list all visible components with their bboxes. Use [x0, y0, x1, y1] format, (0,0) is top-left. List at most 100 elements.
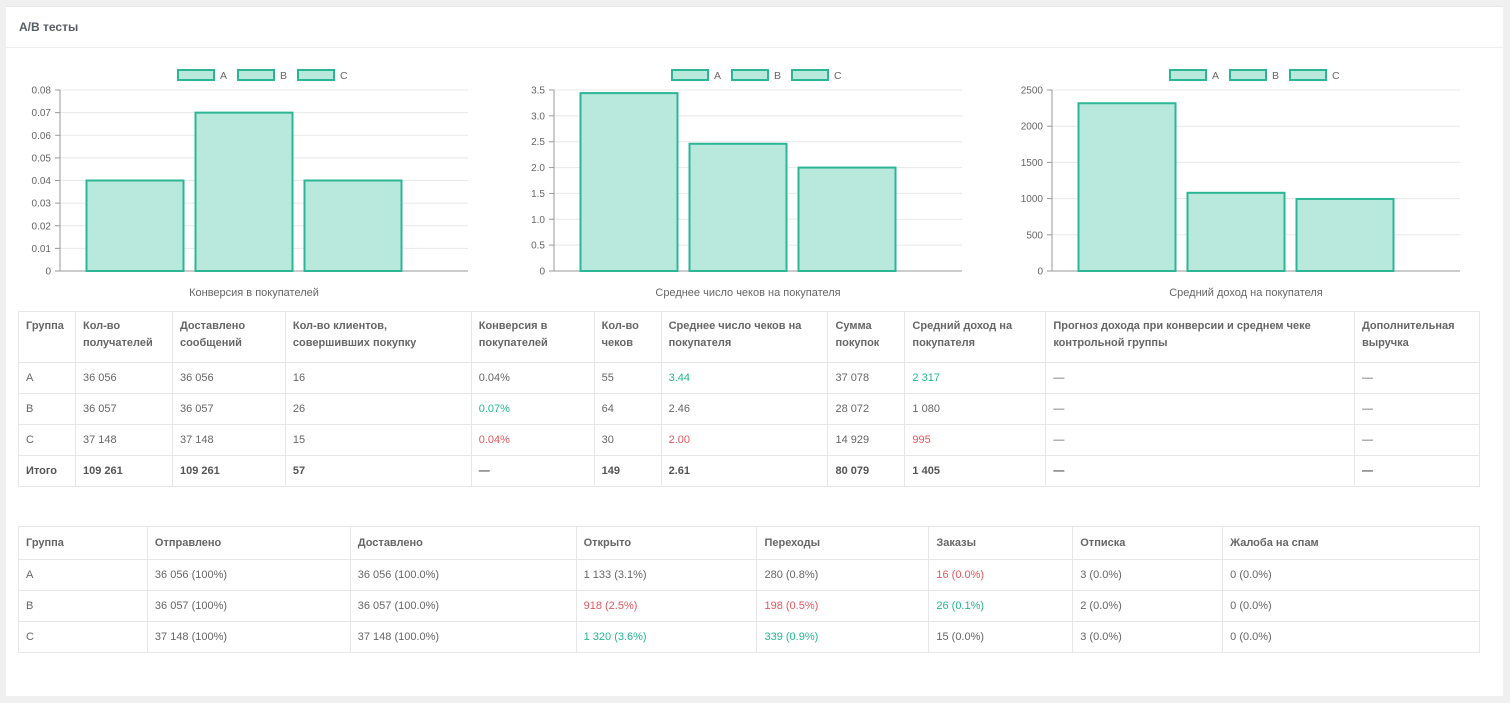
- mailing-cell: 16 (0.0%): [928, 559, 1074, 591]
- panel-title: A/B тесты: [6, 7, 1503, 48]
- mailing-cell: 26 (0.1%): [928, 590, 1074, 622]
- x-axis-label: Конверсия в покупателей: [189, 287, 319, 299]
- legend-label-a: A: [220, 70, 227, 82]
- mailing-cell: 198 (0.5%): [756, 590, 930, 622]
- conversion-cell: A: [18, 362, 76, 394]
- bar-b: [1186, 191, 1286, 272]
- y-tick-label: 0.05: [32, 153, 52, 164]
- legend-swatch-b: [1229, 69, 1267, 81]
- y-tick-label: 2.0: [531, 163, 545, 174]
- mailing-header-cell: Жалоба на спам: [1222, 526, 1480, 560]
- table-row: B 36 057 (100%) 36 057 (100.0%) 918 (2.5%) 1…: [18, 590, 1480, 622]
- conversion-cell: 36 057: [74, 393, 173, 425]
- y-tick-label: 0.01: [32, 244, 52, 255]
- chart-legend: A B C: [671, 69, 842, 82]
- mailing-header-cell: Доставлено: [349, 526, 577, 560]
- legend-swatch-c: [1289, 69, 1327, 81]
- conversion-total-cell: 80 079: [827, 455, 906, 487]
- conversion-cell: 37 078: [827, 362, 906, 394]
- legend-label-c: C: [834, 70, 842, 82]
- conversion-cell: 14 929: [827, 424, 906, 456]
- conversion-cell: 15: [284, 424, 472, 456]
- legend-label-c: C: [1332, 70, 1340, 82]
- mailing-cell: B: [18, 590, 148, 622]
- legend-swatch-b: [237, 69, 275, 81]
- y-tick-label: 1.0: [531, 215, 545, 226]
- conversion-total-cell: 149: [593, 455, 662, 487]
- legend-label-c: C: [340, 70, 348, 82]
- chart-avg-revenue: A B C 0 500 1000 1500 2000 2500 Средний доход на …: [1010, 62, 1470, 302]
- conversion-total-cell: 109 261: [74, 455, 173, 487]
- conversion-total-cell: 2.61: [660, 455, 829, 487]
- chart-avg-checks: A B C 0 0.5 1.0 1.5 2.0 2.5 3.0 3.5 Среднее число ч…: [512, 62, 972, 302]
- y-tick-label: 0: [45, 267, 51, 278]
- conversion-cell: 55: [593, 362, 662, 394]
- conversion-cell: 2 317: [904, 362, 1047, 394]
- bar-b: [194, 111, 294, 272]
- y-tick-label: 0: [539, 267, 545, 278]
- conversion-header-cell: Доставлено сообщений: [171, 311, 286, 363]
- conversion-cell: 26: [284, 393, 472, 425]
- y-tick-label: 0.06: [32, 131, 52, 142]
- bar-a: [1077, 102, 1177, 272]
- bar-a: [85, 179, 185, 272]
- table-row: B 36 057 36 057 26 0.07% 64 2.46 28 072 1 080— —: [18, 393, 1481, 425]
- mailing-cell: 339 (0.9%): [756, 621, 930, 653]
- legend-label-a: A: [714, 70, 721, 82]
- conversion-cell: 37 148: [171, 424, 286, 456]
- legend-swatch-a: [1169, 69, 1207, 81]
- mailing-cell: 280 (0.8%): [756, 559, 930, 591]
- mailing-cell: 36 057 (100%): [146, 590, 351, 622]
- conversion-header-cell: Кол-во клиентов, совершивших покупку: [284, 311, 472, 363]
- conversion-cell: 1 080: [904, 393, 1047, 425]
- legend-swatch-c: [297, 69, 335, 81]
- conversion-cell: —: [1353, 362, 1481, 394]
- conversion-cell: C: [18, 424, 76, 456]
- mailing-header-cell: Отправлено: [146, 526, 351, 560]
- y-tick-label: 0.5: [531, 241, 545, 252]
- mailing-cell: 0 (0.0%): [1222, 590, 1480, 622]
- conversion-cell: 16: [284, 362, 472, 394]
- y-tick-label: 3.0: [531, 111, 545, 122]
- conversion-total-cell: —: [470, 455, 595, 487]
- conversion-cell: 2.46: [660, 393, 829, 425]
- x-axis-label: Среднее число чеков на покупателя: [655, 287, 840, 299]
- legend-label-b: B: [280, 70, 287, 82]
- conversion-cell: 36 057: [171, 393, 286, 425]
- chart-avg-revenue-svg: A B C 0 500 1000 1500 2000 2500 Средний доход на …: [1021, 69, 1460, 299]
- y-tick-label: 0.07: [32, 108, 52, 119]
- conversion-cell: —: [1353, 424, 1481, 456]
- bar-b: [688, 142, 788, 272]
- conversion-total-cell: Итого: [18, 455, 76, 487]
- conversion-cell: 0.04%: [470, 424, 595, 456]
- mailing-cell: 37 148 (100%): [146, 621, 351, 653]
- conversion-cell: —: [1045, 424, 1355, 456]
- mailing-cell: 36 056 (100.0%): [349, 559, 577, 591]
- conversion-table-header: Группа Кол-во получателей Доставлено сообщ…: [18, 311, 1481, 363]
- conversion-cell: 28 072: [827, 393, 906, 425]
- conversion-cell: —: [1353, 393, 1481, 425]
- legend-swatch-a: [177, 69, 215, 81]
- chart-conversion-svg: A B C 0 0.01 0.02 0.03 0.04 0.05 0.06 0.07 0.08 Конв…: [32, 69, 468, 299]
- table-row: A 36 056 (100%) 36 056 (100.0%) 1 133 (3.1%…: [18, 559, 1480, 591]
- mailing-header-cell: Группа: [18, 526, 148, 560]
- table-row: C 37 148 (100%) 37 148 (100.0%) 1 320 (3.6%…: [18, 621, 1480, 653]
- x-axis-label: Средний доход на покупателя: [1169, 287, 1323, 299]
- conversion-header-cell: Среднее число чеков на покупателя: [660, 311, 829, 363]
- conversion-total-cell: 1 405: [904, 455, 1047, 487]
- conversion-table: Группа Кол-во получателей Доставлено сообщ…: [18, 311, 1481, 487]
- mailing-cell: 36 056 (100%): [146, 559, 351, 591]
- conversion-total-cell: 109 261: [171, 455, 286, 487]
- mailing-cell: 0 (0.0%): [1222, 559, 1480, 591]
- conversion-total-cell: —: [1045, 455, 1355, 487]
- y-tick-label: 1000: [1021, 194, 1044, 205]
- table-row: C 37 148 37 148 15 0.04% 30 2.00 14 929 995— —: [18, 424, 1481, 456]
- conversion-header-cell: Дополнительная выручка: [1353, 311, 1481, 363]
- y-tick-label: 1500: [1021, 158, 1044, 169]
- mailing-cell: 3 (0.0%): [1072, 559, 1224, 591]
- mailing-cell: 1 133 (3.1%): [575, 559, 758, 591]
- conversion-cell: 30: [593, 424, 662, 456]
- chart-legend: A B C: [177, 69, 348, 82]
- mailing-cell: 2 (0.0%): [1072, 590, 1224, 622]
- chart-legend: A B C: [1169, 69, 1340, 82]
